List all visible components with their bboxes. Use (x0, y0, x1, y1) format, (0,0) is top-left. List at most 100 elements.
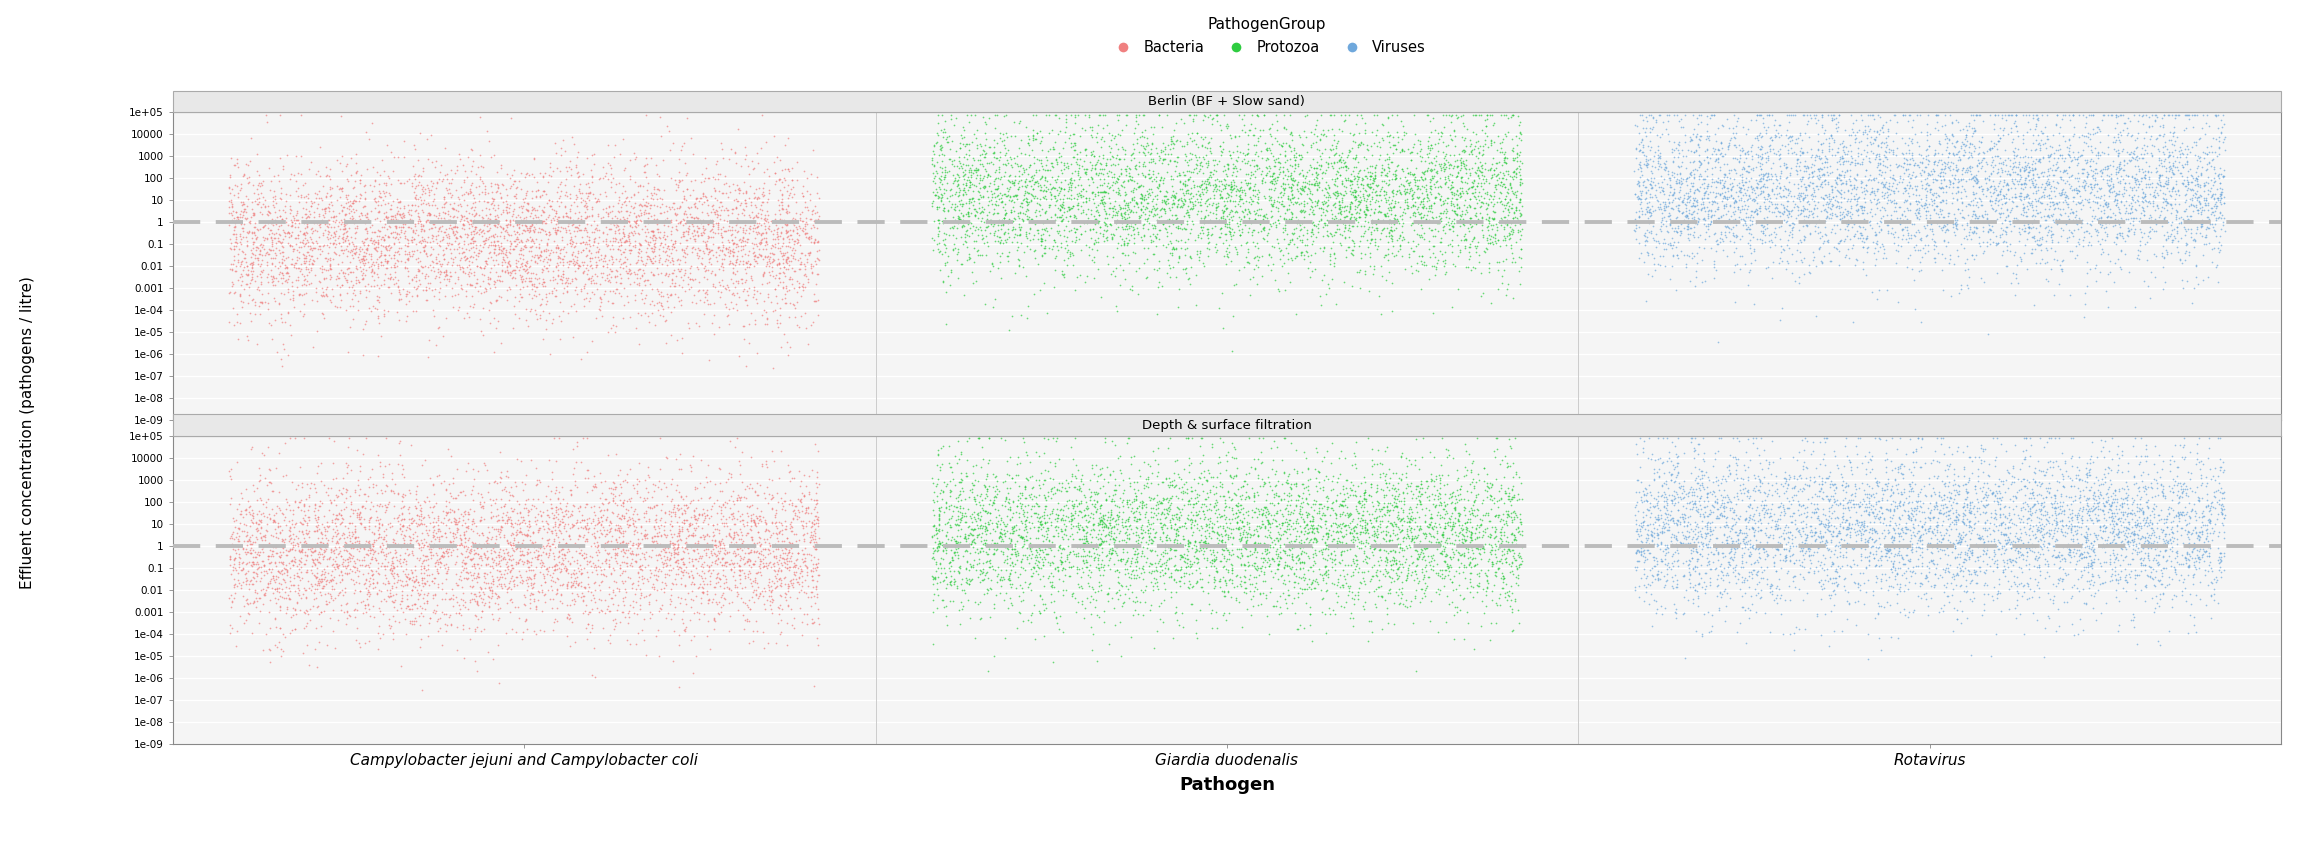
Point (357, 165, 394, 179)
Point (1677, 256, 1714, 270)
Point (753, 473, 790, 487)
Point (1120, 528, 1157, 541)
Point (1074, 231, 1111, 245)
Point (954, 459, 991, 473)
Point (1256, 554, 1293, 568)
Point (1629, 234, 1666, 248)
Point (758, 539, 795, 553)
Point (1617, 224, 1654, 238)
Point (2138, 499, 2175, 513)
Point (1650, 168, 1687, 182)
Point (2168, 518, 2205, 532)
Point (1154, 478, 1191, 492)
Point (1758, 596, 1795, 610)
Point (1442, 109, 1479, 123)
Point (689, 287, 726, 301)
Point (2097, 107, 2134, 121)
Point (491, 565, 528, 579)
Point (346, 487, 382, 501)
Point (355, 299, 392, 313)
Point (1645, 601, 1682, 615)
Point (424, 172, 461, 186)
Point (2177, 561, 2214, 575)
Point (555, 229, 592, 243)
Point (721, 493, 758, 507)
Point (2071, 468, 2108, 482)
Point (389, 265, 426, 279)
Point (2127, 516, 2163, 530)
Point (1210, 163, 1246, 176)
Point (385, 208, 422, 222)
Point (594, 482, 631, 496)
Point (668, 234, 705, 247)
Point (1998, 612, 2034, 625)
Point (488, 195, 525, 208)
Point (1859, 244, 1896, 258)
Point (1090, 163, 1127, 177)
Point (1283, 169, 1320, 183)
Point (1892, 523, 1928, 537)
Point (1799, 497, 1836, 510)
Point (465, 458, 502, 472)
Point (1675, 195, 1712, 209)
Point (986, 211, 1023, 225)
Point (385, 217, 422, 231)
Point (2131, 536, 2168, 550)
Point (410, 206, 447, 220)
Point (680, 262, 717, 276)
Point (1675, 488, 1712, 502)
Point (401, 575, 438, 589)
Point (1309, 218, 1346, 232)
Point (1352, 250, 1389, 264)
Point (714, 245, 751, 259)
Point (1131, 490, 1168, 503)
Point (376, 550, 412, 564)
Point (376, 625, 412, 639)
Point (445, 513, 482, 527)
Point (1336, 450, 1373, 464)
Point (1021, 588, 1058, 602)
Point (1968, 144, 2004, 157)
Point (362, 497, 399, 511)
Point (753, 516, 790, 529)
Point (1389, 519, 1426, 533)
Point (1995, 145, 2032, 159)
Point (1092, 526, 1129, 540)
Point (1926, 215, 1963, 228)
Point (516, 279, 553, 292)
Point (1926, 162, 1963, 176)
Point (1647, 541, 1684, 554)
Point (378, 604, 415, 618)
Point (1401, 522, 1438, 535)
Point (1806, 431, 1843, 445)
Point (1362, 189, 1399, 202)
Point (1670, 233, 1707, 247)
Point (369, 221, 406, 235)
Point (744, 277, 781, 291)
Point (984, 190, 1021, 204)
Point (491, 258, 528, 272)
Point (511, 266, 548, 280)
Point (1793, 170, 1829, 183)
Point (601, 585, 638, 599)
Point (1670, 183, 1707, 196)
Point (1267, 221, 1304, 234)
Point (1804, 491, 1841, 505)
Point (1053, 587, 1090, 601)
Point (922, 182, 958, 195)
Point (380, 436, 417, 450)
Point (2051, 545, 2087, 559)
Point (329, 261, 366, 275)
Point (1355, 625, 1392, 639)
Point (661, 264, 698, 278)
Point (1981, 527, 2018, 541)
Point (717, 183, 753, 197)
Point (267, 533, 304, 547)
Point (696, 580, 733, 594)
Point (1348, 549, 1385, 563)
Point (267, 606, 304, 620)
Point (961, 176, 998, 190)
Point (1620, 495, 1657, 509)
Point (1454, 179, 1491, 193)
Point (700, 208, 737, 221)
